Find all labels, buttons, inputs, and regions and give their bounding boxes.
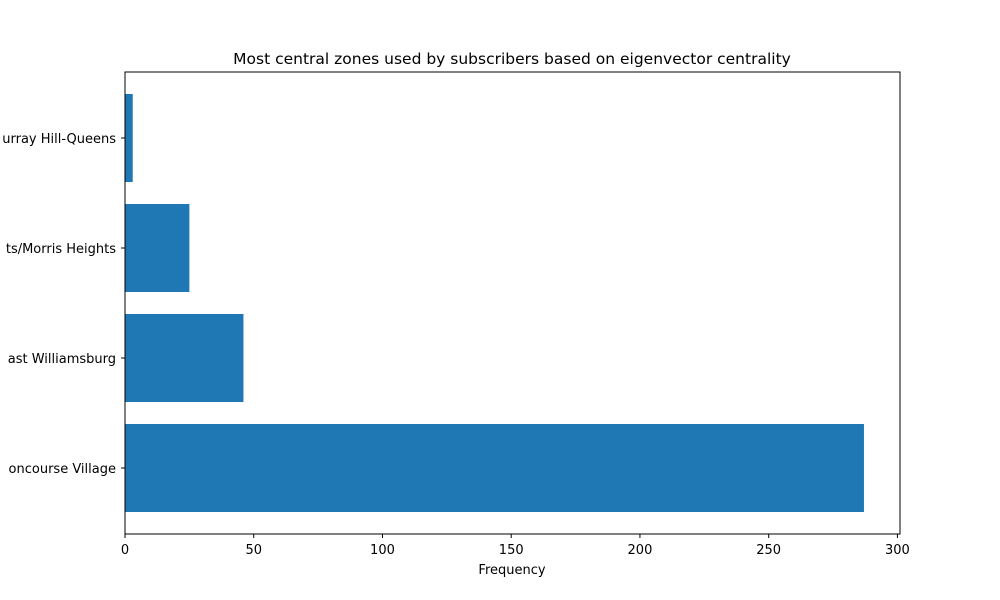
x-axis-label: Frequency — [478, 563, 545, 578]
bar-2 — [125, 204, 190, 292]
axes-frame — [124, 71, 901, 535]
x-tick-label-2: 100 — [370, 543, 395, 558]
y-tick-label-0: oncourse Village — [9, 462, 116, 477]
x-tick-label-5: 250 — [756, 543, 781, 558]
x-tick-label-3: 150 — [499, 543, 524, 558]
x-tick-label-0: 0 — [121, 543, 129, 558]
bar-0 — [125, 424, 864, 512]
x-tick-label-4: 200 — [628, 543, 653, 558]
y-tick-label-3: urray Hill-Queens — [2, 132, 116, 147]
x-tick-label-6: 300 — [885, 543, 910, 558]
y-tick-label-2: ts/Morris Heights — [6, 242, 116, 257]
bar-1 — [125, 314, 244, 402]
bars-layer — [125, 94, 864, 512]
chart-title: Most central zones used by subscribers b… — [233, 50, 791, 68]
y-tick-label-1: ast Williamsburg — [8, 352, 116, 367]
y-ticks: oncourse Village ast Williamsburg ts/Morri… — [2, 132, 125, 477]
x-ticks: 0 50 100 150 200 250 300 — [121, 534, 910, 558]
x-tick-label-1: 50 — [245, 543, 262, 558]
bar-3 — [125, 94, 133, 182]
